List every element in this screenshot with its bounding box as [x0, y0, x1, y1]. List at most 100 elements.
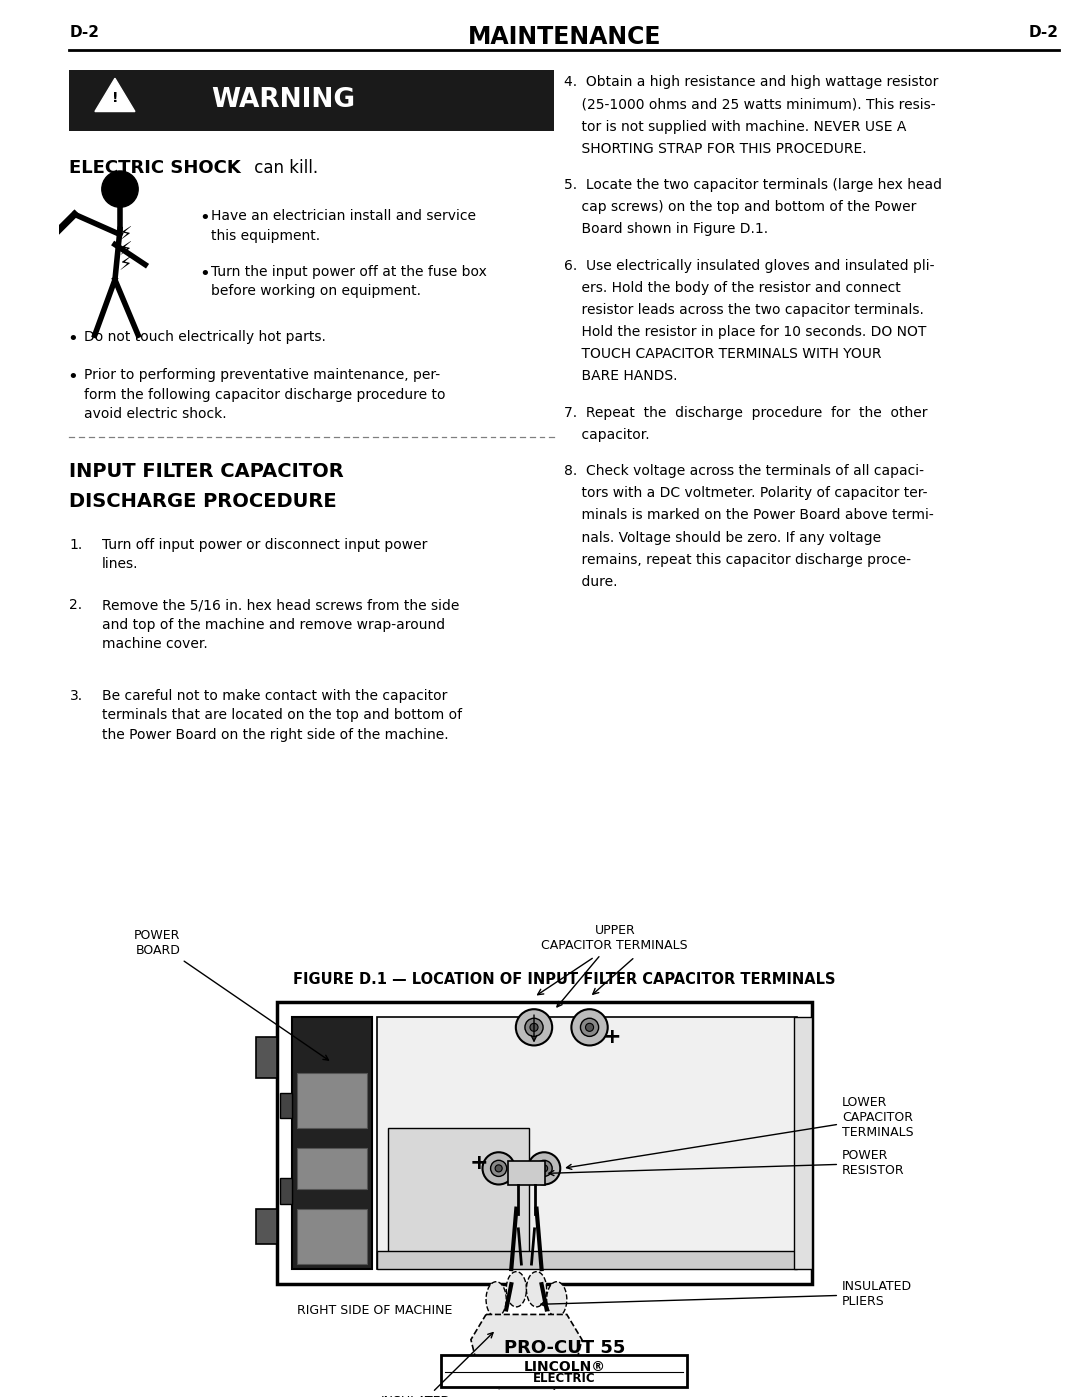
Circle shape: [525, 1018, 543, 1037]
Text: Remove the 5/16 in. hex head screws from the side
and top of the machine and rem: Remove the 5/16 in. hex head screws from…: [102, 598, 459, 651]
Text: TOUCH CAPACITOR TERMINALS WITH YOUR: TOUCH CAPACITOR TERMINALS WITH YOUR: [565, 348, 881, 362]
Text: WARNING: WARNING: [211, 88, 355, 113]
Bar: [388, 1127, 529, 1259]
Text: remains, repeat this capacitor discharge proce-: remains, repeat this capacitor discharge…: [565, 553, 912, 567]
Text: INSULATED
GLOVES: INSULATED GLOVES: [380, 1333, 494, 1397]
Circle shape: [528, 1153, 561, 1185]
Circle shape: [530, 1023, 538, 1031]
Bar: [280, 1092, 292, 1118]
Text: capacitor.: capacitor.: [565, 427, 650, 441]
FancyBboxPatch shape: [441, 1355, 688, 1387]
Bar: [794, 1017, 812, 1268]
Text: Return to Master TOC: Return to Master TOC: [31, 481, 37, 567]
Text: tor is not supplied with machine. NEVER USE A: tor is not supplied with machine. NEVER …: [565, 120, 907, 134]
Text: ⚡: ⚡: [118, 240, 132, 258]
Bar: [256, 1038, 276, 1077]
Text: tors with a DC voltmeter. Polarity of capacitor ter-: tors with a DC voltmeter. Polarity of ca…: [565, 486, 928, 500]
Text: PRO-CUT 55: PRO-CUT 55: [503, 1338, 625, 1356]
Text: Have an electrician install and service
this equipment.: Have an electrician install and service …: [211, 210, 476, 243]
Text: resistor leads across the two capacitor terminals.: resistor leads across the two capacitor …: [565, 303, 924, 317]
Text: Return to Section TOC: Return to Section TOC: [9, 130, 14, 219]
Text: Board shown in Figure D.1.: Board shown in Figure D.1.: [565, 222, 769, 236]
Bar: [280, 1179, 292, 1204]
Ellipse shape: [526, 1271, 546, 1308]
Bar: [297, 1208, 367, 1264]
Bar: [256, 1208, 276, 1243]
Text: 1.: 1.: [69, 538, 83, 552]
Text: +: +: [603, 1027, 621, 1048]
Text: INPUT FILTER CAPACITOR: INPUT FILTER CAPACITOR: [69, 462, 345, 481]
Bar: [292, 1017, 373, 1268]
Text: 5.  Locate the two capacitor terminals (large hex head: 5. Locate the two capacitor terminals (l…: [565, 177, 942, 191]
Circle shape: [490, 1161, 507, 1176]
Text: LOWER
CAPACITOR
TERMINALS: LOWER CAPACITOR TERMINALS: [567, 1097, 914, 1169]
Text: LINCOLN®: LINCOLN®: [524, 1359, 605, 1373]
Text: D-2: D-2: [69, 25, 99, 41]
Text: Turn the input power off at the fuse box
before working on equipment.: Turn the input power off at the fuse box…: [211, 264, 487, 298]
Text: INSULATED
PLIERS: INSULATED PLIERS: [541, 1280, 913, 1309]
Text: Be careful not to make contact with the capacitor
terminals that are located on : Be careful not to make contact with the …: [102, 689, 462, 742]
Text: Return to Master TOC: Return to Master TOC: [31, 830, 37, 916]
Text: SHORTING STRAP FOR THIS PROCEDURE.: SHORTING STRAP FOR THIS PROCEDURE.: [565, 141, 867, 155]
Text: Prior to performing preventative maintenance, per-
form the following capacitor : Prior to performing preventative mainten…: [83, 369, 445, 422]
Text: +: +: [469, 1154, 488, 1173]
Text: DISCHARGE PROCEDURE: DISCHARGE PROCEDURE: [69, 492, 337, 511]
Bar: [378, 1250, 797, 1268]
Text: Return to Master TOC: Return to Master TOC: [31, 1179, 37, 1266]
Polygon shape: [471, 1315, 582, 1397]
Text: •: •: [67, 330, 78, 348]
Ellipse shape: [507, 1271, 526, 1308]
Bar: [297, 1073, 367, 1127]
Text: Return to Section TOC: Return to Section TOC: [9, 828, 14, 918]
Text: minals is marked on the Power Board above termi-: minals is marked on the Power Board abov…: [565, 509, 934, 522]
Text: ELECTRIC: ELECTRIC: [534, 1372, 595, 1386]
Circle shape: [495, 1165, 502, 1172]
Circle shape: [571, 1009, 608, 1045]
Text: UPPER
CAPACITOR TERMINALS: UPPER CAPACITOR TERMINALS: [541, 923, 688, 1007]
Text: 6.  Use electrically insulated gloves and insulated pli-: 6. Use electrically insulated gloves and…: [565, 258, 935, 272]
Text: 4.  Obtain a high resistance and high wattage resistor: 4. Obtain a high resistance and high wat…: [565, 75, 939, 89]
Text: can kill.: can kill.: [249, 159, 319, 177]
Text: MAINTENANCE: MAINTENANCE: [468, 25, 661, 49]
Text: BARE HANDS.: BARE HANDS.: [565, 369, 678, 383]
Text: RIGHT SIDE OF MACHINE: RIGHT SIDE OF MACHINE: [297, 1305, 453, 1317]
Ellipse shape: [546, 1281, 567, 1317]
Text: ELECTRIC SHOCK: ELECTRIC SHOCK: [69, 159, 241, 177]
Text: 2.: 2.: [69, 598, 83, 612]
Text: cap screws) on the top and bottom of the Power: cap screws) on the top and bottom of the…: [565, 200, 917, 214]
Text: 8.  Check voltage across the terminals of all capaci-: 8. Check voltage across the terminals of…: [565, 464, 924, 478]
Circle shape: [536, 1161, 552, 1176]
Circle shape: [102, 170, 138, 207]
Ellipse shape: [486, 1281, 507, 1317]
Text: Return to Section TOC: Return to Section TOC: [9, 1178, 14, 1267]
Text: Do not touch electrically hot parts.: Do not touch electrically hot parts.: [83, 330, 325, 344]
Text: D-2: D-2: [1029, 25, 1059, 41]
Text: Return to Master TOC: Return to Master TOC: [31, 131, 37, 218]
Text: ⚡: ⚡: [118, 256, 132, 274]
Text: Hold the resistor in place for 10 seconds. DO NOT: Hold the resistor in place for 10 second…: [565, 326, 927, 339]
Text: dure.: dure.: [565, 576, 618, 590]
Text: •: •: [199, 210, 210, 228]
Text: POWER
BOARD: POWER BOARD: [134, 929, 328, 1060]
Text: FIGURE D.1 — LOCATION OF INPUT FILTER CAPACITOR TERMINALS: FIGURE D.1 — LOCATION OF INPUT FILTER CA…: [293, 972, 836, 986]
Text: ⚡: ⚡: [118, 225, 132, 244]
Text: POWER
RESISTOR: POWER RESISTOR: [549, 1150, 905, 1178]
Text: (25-1000 ohms and 25 watts minimum). This resis-: (25-1000 ohms and 25 watts minimum). Thi…: [565, 98, 936, 112]
Bar: [297, 1148, 367, 1189]
Bar: [69, 70, 554, 131]
Text: •: •: [199, 264, 210, 282]
Text: 3.: 3.: [69, 689, 83, 703]
Circle shape: [483, 1153, 515, 1185]
Text: Turn off input power or disconnect input power
lines.: Turn off input power or disconnect input…: [102, 538, 428, 571]
Bar: [378, 1017, 797, 1268]
Text: nals. Voltage should be zero. If any voltage: nals. Voltage should be zero. If any vol…: [565, 531, 881, 545]
Text: Return to Section TOC: Return to Section TOC: [9, 479, 14, 569]
Text: 7.  Repeat  the  discharge  procedure  for  the  other: 7. Repeat the discharge procedure for th…: [565, 405, 928, 419]
Text: •: •: [67, 369, 78, 387]
Text: !: !: [111, 91, 118, 105]
Bar: [276, 1002, 812, 1284]
Bar: [509, 1161, 544, 1186]
Circle shape: [585, 1023, 594, 1031]
Circle shape: [516, 1009, 552, 1045]
Polygon shape: [95, 78, 135, 112]
